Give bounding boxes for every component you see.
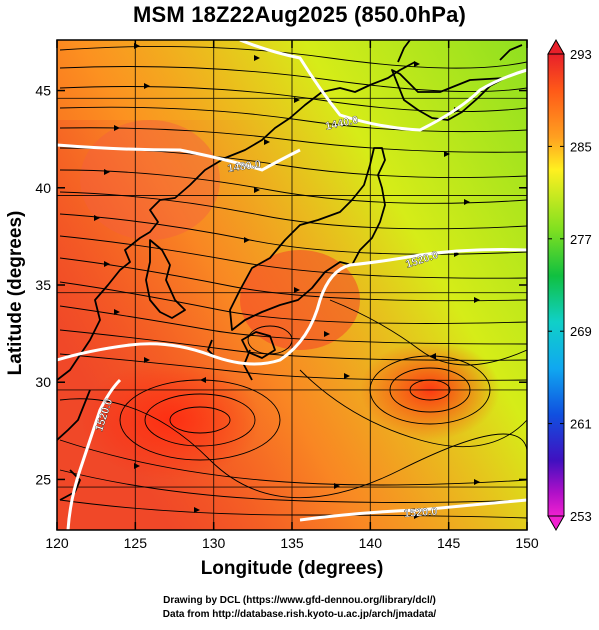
y-axis-label-box: Latitude (degrees): [2, 203, 30, 383]
y-tick-label: 45: [35, 83, 51, 99]
y-tick-label: 40: [35, 180, 51, 196]
x-tick-label: 145: [437, 535, 461, 551]
x-axis: 120 125 130 135 140 145 150: [45, 40, 539, 551]
colorbar-tick-label: 293: [570, 47, 592, 62]
credit-drawing: Drawing by DCL (https://www.gfd-dennou.o…: [163, 595, 436, 606]
x-tick-label: 140: [359, 535, 383, 551]
credit-data-source: Data from http://database.rish.kyoto-u.a…: [162, 609, 437, 620]
y-axis-label: Latitude (degrees): [5, 210, 26, 376]
grid-lines: [57, 40, 527, 530]
colorbar-tick-label: 253: [570, 509, 592, 524]
x-tick-label: 135: [280, 535, 304, 551]
x-tick-label: 130: [202, 535, 226, 551]
colorbar-tick-label: 285: [570, 139, 592, 154]
y-axis: 25 30 35 40 45: [35, 83, 527, 487]
colorbar-tick-label: 269: [570, 324, 592, 339]
colorbar-tick-label: 277: [570, 232, 592, 247]
y-tick-label: 25: [35, 471, 51, 487]
colorbar-min-triangle: [547, 515, 565, 532]
x-tick-label: 120: [45, 535, 69, 551]
x-tick-label: 125: [124, 535, 148, 551]
colorbar-max-triangle: [547, 38, 565, 55]
colorbar-scale: [547, 53, 565, 517]
credits: Drawing by DCL (https://www.gfd-dennou.o…: [0, 594, 599, 622]
y-tick-label: 30: [35, 374, 51, 390]
x-tick-label: 150: [515, 535, 539, 551]
x-axis-label: Longitude (degrees): [200, 558, 384, 579]
page-title: MSM 18Z22Aug2025 (850.0hPa): [132, 2, 467, 27]
coastlines: [57, 40, 523, 501]
colorbar: 293 285 277 269 261 253: [547, 38, 592, 532]
colorbar-tick-label: 261: [570, 417, 592, 432]
height-contours: [57, 40, 527, 530]
y-tick-label: 35: [35, 277, 51, 293]
colorbar-ticks: 293 285 277 269 261 253: [548, 47, 592, 524]
contour-label: 1480.0: [227, 158, 262, 175]
contour-label: 1520.0: [403, 506, 437, 520]
